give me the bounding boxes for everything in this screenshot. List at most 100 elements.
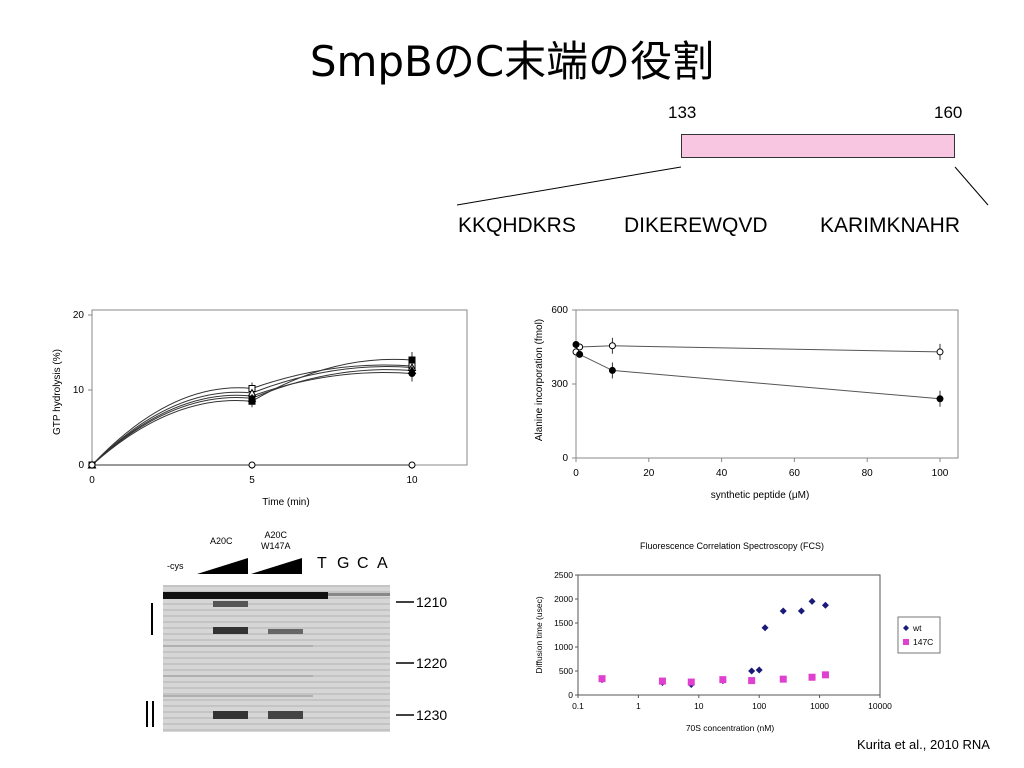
data-point-147C: [719, 676, 727, 684]
gel-region-marks: [146, 603, 154, 727]
x-tick-label: 1000: [810, 701, 829, 711]
gel-image: [163, 585, 390, 732]
x-tick-label: 1: [636, 701, 641, 711]
legend-marker-147c: [903, 639, 909, 645]
x-axis-label: Time (min): [262, 497, 309, 508]
data-point: [408, 356, 416, 364]
data-point-147C: [821, 671, 829, 679]
concentration-wedges: [197, 558, 302, 574]
data-point-wt: [755, 666, 763, 674]
series-line: [91, 364, 413, 466]
data-point: [408, 461, 416, 469]
x-tick-label: 20: [643, 468, 655, 479]
data-point: [248, 461, 256, 469]
data-point-wt: [821, 601, 829, 609]
data-point-wt: [797, 607, 805, 615]
x-tick-label: 80: [862, 468, 874, 479]
gel-header: A20C A20C W147A -cys T G C A: [163, 528, 408, 588]
series-line: [575, 345, 941, 353]
data-point-wt: [808, 597, 816, 605]
zoom-line-left: [456, 166, 682, 206]
y-tick-label: 20: [73, 310, 85, 321]
data-point: [88, 461, 96, 469]
plot-frame: [577, 574, 881, 696]
sequence-segment-2: DIKEREWQVD: [624, 214, 768, 237]
fcs-chart: Fluorescence Correlation Spectroscopy (F…: [534, 541, 941, 733]
chart-title: Fluorescence Correlation Spectroscopy (F…: [640, 541, 824, 551]
data-point: [608, 342, 616, 350]
data-point: [247, 393, 257, 402]
data-point-wt: [748, 667, 756, 675]
data-point-147C: [598, 675, 606, 683]
sequence-segment-3: KARIMKNAHR: [820, 214, 961, 237]
x-tick-label: 10: [694, 701, 704, 711]
marker-1230: 1230: [416, 707, 447, 723]
lane-label-cys: -cys: [167, 561, 184, 571]
y-axis-label: Alanine incorporation (fmol): [534, 319, 545, 441]
series-line: [575, 344, 941, 400]
y-tick-label: 1000: [554, 642, 573, 652]
x-tick-label: 5: [249, 475, 255, 486]
wedge-a20c: [197, 558, 248, 574]
zoom-line-right: [954, 166, 989, 206]
x-tick-label: 10: [406, 475, 418, 486]
data-point: [407, 365, 417, 374]
x-axis-label: 70S concentration (nM): [686, 723, 775, 733]
x-tick-label: 0: [89, 475, 95, 486]
end-residue-label: 160: [934, 103, 963, 122]
data-point-wt: [761, 624, 769, 632]
marker-1210: 1210: [416, 594, 447, 610]
gel-size-markers: 1210 1220 1230: [396, 594, 447, 723]
x-tick-label: 100: [932, 468, 949, 479]
y-tick-label: 0: [78, 460, 84, 471]
y-tick-label: 2500: [554, 570, 573, 580]
data-point: [936, 348, 944, 356]
data-point-wt: [779, 607, 787, 615]
y-tick-label: 500: [559, 666, 573, 676]
wedge-a20c-w147a: [251, 558, 302, 574]
data-point-147C: [779, 675, 787, 683]
y-tick-label: 300: [551, 379, 568, 390]
zoom-lines: [456, 166, 989, 206]
gel-bands: [163, 585, 390, 732]
x-tick-label: 0: [573, 468, 579, 479]
citation: Kurita et al., 2010 RNA: [857, 737, 990, 752]
x-tick-label: 10000: [868, 701, 892, 711]
sequence-segment-1: KKQHDKRS: [458, 214, 576, 237]
data-point: [936, 395, 944, 403]
y-tick-label: 0: [562, 453, 568, 464]
data-point-147C: [687, 678, 695, 686]
start-residue-label: 133: [668, 103, 697, 122]
c-terminal-domain-box: [681, 134, 955, 158]
x-tick-label: 40: [716, 468, 728, 479]
x-tick-label: 60: [789, 468, 801, 479]
x-tick-label: 0.1: [572, 701, 584, 711]
legend-marker-wt: [903, 625, 909, 631]
y-tick-label: 2000: [554, 594, 573, 604]
data-point: [572, 341, 580, 349]
marker-1220: 1220: [416, 655, 447, 671]
seq-lane-t: T: [317, 555, 327, 572]
data-point-147C: [658, 677, 666, 685]
seq-lane-c: C: [357, 555, 369, 572]
series-line: [91, 366, 413, 466]
alanine-incorporation-chart: Alanine incorporation (fmol) synthetic p…: [534, 305, 959, 501]
lane-label-a20c-w147a: A20C W147A: [261, 530, 291, 551]
data-point: [608, 366, 616, 374]
y-tick-label: 0: [568, 690, 573, 700]
legend: wt 147C: [897, 616, 941, 654]
y-tick-label: 10: [73, 385, 85, 396]
y-tick-label: 1500: [554, 618, 573, 628]
gtp-hydrolysis-chart: GTP hydrolysis (%) Time (min) 0 5 10 0 10 20: [52, 309, 468, 508]
y-axis-label: Diffusion time (usec): [534, 596, 544, 673]
seq-lane-g: G: [337, 555, 350, 572]
x-tick-label: 100: [752, 701, 766, 711]
lane-label-a20c: A20C: [210, 536, 233, 546]
data-point-147C: [748, 677, 756, 685]
seq-lane-a: A: [377, 555, 388, 572]
x-axis-label: synthetic peptide (μM): [711, 490, 810, 501]
slide-title: SmpBのC末端の役割: [309, 37, 715, 86]
y-axis-label: GTP hydrolysis (%): [52, 349, 63, 435]
y-tick-label: 600: [551, 305, 568, 316]
series-line: [91, 358, 413, 466]
